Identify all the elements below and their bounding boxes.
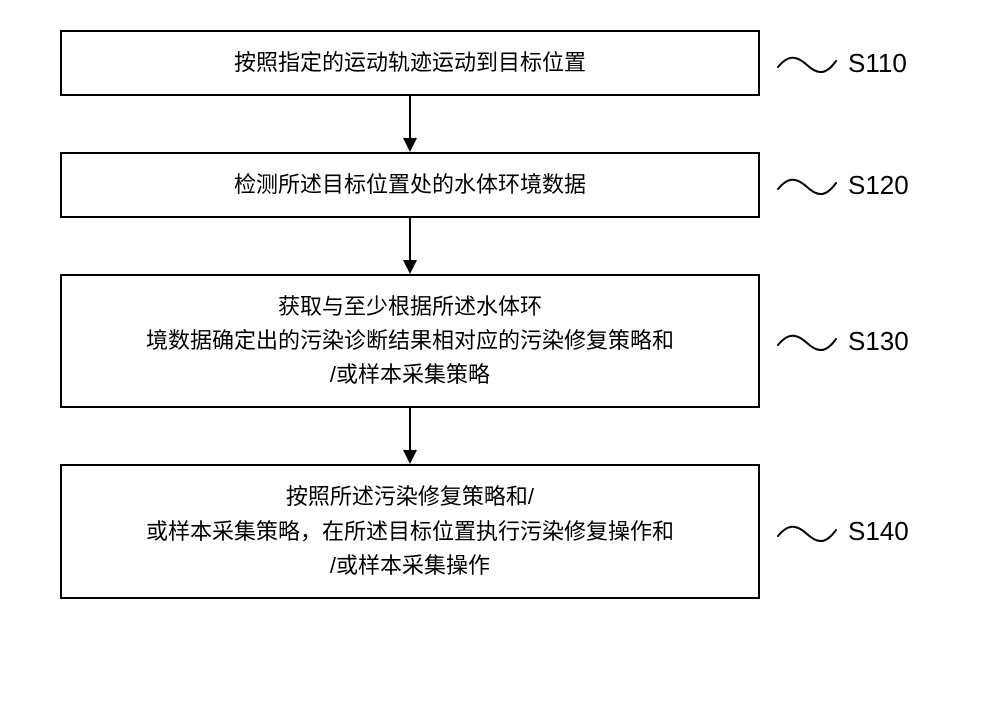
step-box: 检测所述目标位置处的水体环境数据 <box>60 152 760 218</box>
connector-icon <box>776 53 838 73</box>
step-label: S120 <box>848 170 909 201</box>
arrow-down-icon <box>398 408 422 464</box>
step-box: 按照指定的运动轨迹运动到目标位置 <box>60 30 760 96</box>
step-label: S130 <box>848 326 909 357</box>
connector-icon <box>776 331 838 351</box>
flow-step: 检测所述目标位置处的水体环境数据 S120 <box>60 152 940 218</box>
step-box: 按照所述污染修复策略和/或样本采集策略，在所述目标位置执行污染修复操作和/或样本… <box>60 464 760 598</box>
flow-step: 按照所述污染修复策略和/或样本采集策略，在所述目标位置执行污染修复操作和/或样本… <box>60 464 940 598</box>
flow-arrow <box>60 96 760 152</box>
flow-step: 按照指定的运动轨迹运动到目标位置 S110 <box>60 30 940 96</box>
step-label: S110 <box>848 48 907 79</box>
step-connector: S140 <box>776 516 909 547</box>
step-connector: S110 <box>776 48 907 79</box>
flow-arrow <box>60 218 760 274</box>
step-connector: S120 <box>776 170 909 201</box>
flow-step: 获取与至少根据所述水体环境数据确定出的污染诊断结果相对应的污染修复策略和/或样本… <box>60 274 940 408</box>
flow-arrow <box>60 408 760 464</box>
flowchart: 按照指定的运动轨迹运动到目标位置 S110 检测所述目标位置处的水体环境数据 S120… <box>60 30 940 599</box>
connector-icon <box>776 175 838 195</box>
step-box: 获取与至少根据所述水体环境数据确定出的污染诊断结果相对应的污染修复策略和/或样本… <box>60 274 760 408</box>
arrow-down-icon <box>398 96 422 152</box>
connector-icon <box>776 522 838 542</box>
step-label: S140 <box>848 516 909 547</box>
arrow-down-icon <box>398 218 422 274</box>
step-connector: S130 <box>776 326 909 357</box>
